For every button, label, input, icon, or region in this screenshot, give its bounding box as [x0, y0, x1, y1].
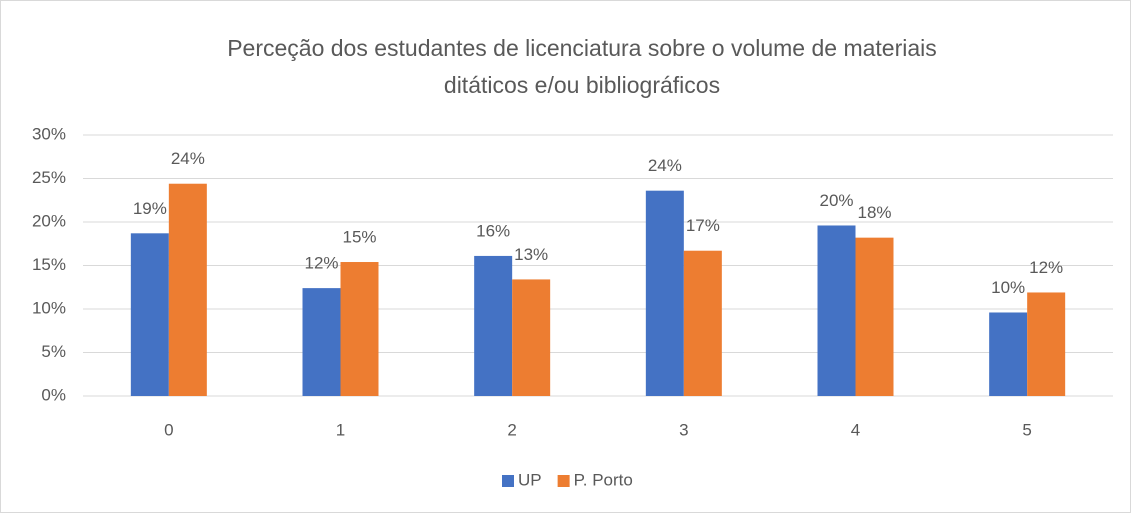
data-label: 15%	[342, 228, 376, 247]
bar	[683, 250, 722, 396]
legend-swatch	[557, 475, 570, 487]
legend-label: UP	[518, 470, 542, 489]
bar	[130, 233, 169, 396]
y-tick-label: 5%	[41, 342, 66, 361]
y-tick-label: 25%	[32, 168, 66, 187]
bar	[645, 190, 684, 396]
x-tick-label: 0	[164, 420, 173, 439]
data-label: 19%	[133, 199, 167, 218]
legend-swatch	[502, 475, 514, 487]
data-label: 24%	[171, 149, 205, 168]
data-label: 24%	[648, 156, 682, 175]
bar	[168, 183, 207, 396]
y-tick-label: 30%	[32, 124, 66, 143]
data-label: 12%	[304, 254, 338, 273]
x-tick-label: 5	[1022, 420, 1031, 439]
chart-title: ditáticos e/ou bibliográficos	[444, 72, 720, 98]
bar	[474, 255, 513, 396]
bar	[302, 288, 341, 396]
data-label: 16%	[476, 221, 510, 240]
data-label: 12%	[1029, 258, 1063, 277]
chart-title: Perceção dos estudantes de licenciatura …	[227, 35, 937, 61]
bar	[512, 279, 551, 396]
bar	[989, 312, 1028, 396]
data-label: 18%	[857, 203, 891, 222]
x-tick-label: 1	[336, 420, 345, 439]
bar	[817, 225, 856, 396]
legend-label: P. Porto	[574, 470, 633, 489]
x-tick-label: 2	[507, 420, 516, 439]
x-tick-label: 3	[679, 420, 688, 439]
bar	[855, 237, 894, 396]
data-label: 10%	[991, 278, 1025, 297]
data-label: 17%	[686, 216, 720, 235]
bar	[1027, 292, 1066, 396]
bar	[340, 262, 379, 396]
y-tick-label: 20%	[32, 211, 66, 230]
x-tick-label: 4	[851, 420, 860, 439]
data-label: 13%	[514, 245, 548, 264]
y-tick-label: 15%	[32, 255, 66, 274]
y-tick-label: 10%	[32, 298, 66, 317]
data-label: 20%	[819, 191, 853, 210]
y-tick-label: 0%	[41, 385, 66, 404]
